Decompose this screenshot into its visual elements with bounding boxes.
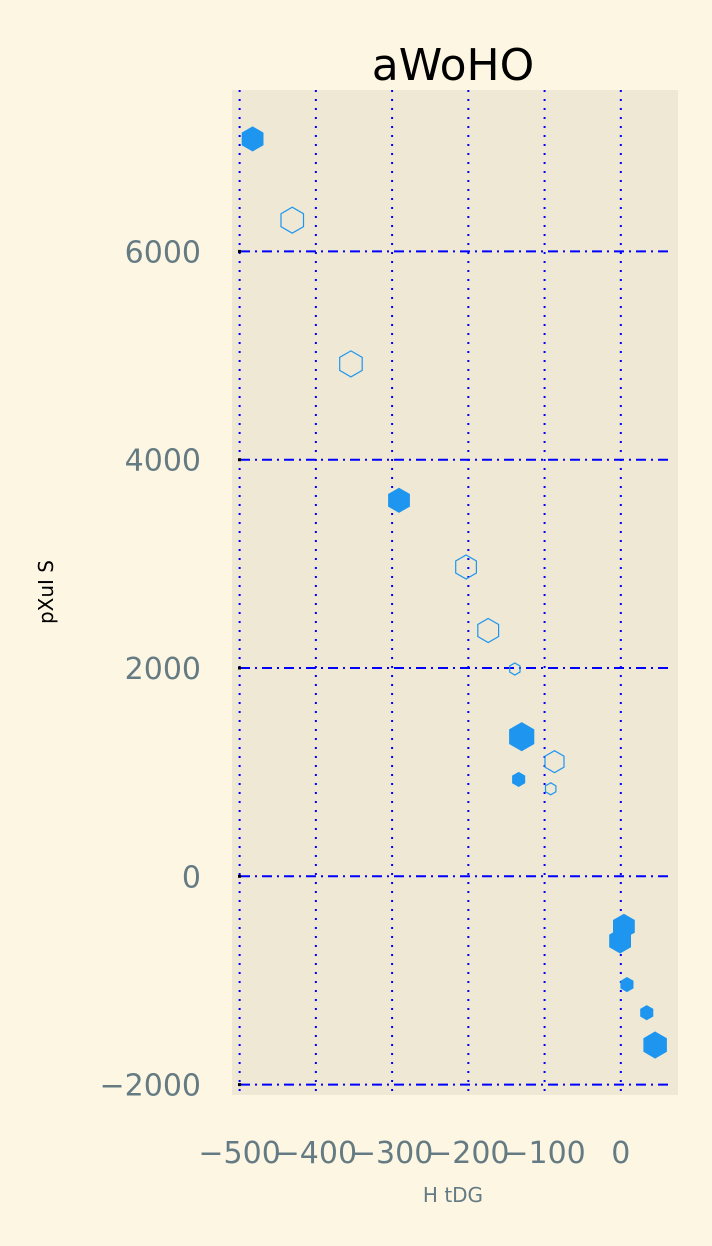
y-tick-label: 4000 <box>125 444 201 479</box>
y-tick-label: −2000 <box>100 1069 201 1104</box>
y-axis-ticks: −2000 0 2000 4000 6000 <box>100 235 241 1104</box>
plot-area <box>232 90 678 1095</box>
y-tick-label: 2000 <box>125 652 201 687</box>
y-tick-mark <box>238 666 241 670</box>
y-axis-label: pXuI S <box>34 560 58 624</box>
chart-title: aWoHO <box>372 40 535 91</box>
data-point <box>620 977 634 993</box>
data-point <box>455 554 477 580</box>
data-point <box>241 126 264 152</box>
data-point <box>643 1031 667 1059</box>
x-tick-label: 0 <box>611 1136 630 1171</box>
y-tick-mark <box>238 458 241 462</box>
x-tick-label: −100 <box>503 1136 585 1171</box>
data-point <box>339 350 363 378</box>
y-tick-label: 0 <box>182 860 201 895</box>
data-point <box>509 722 535 752</box>
data-point <box>477 617 500 644</box>
x-axis-ticks: −500−400−300−200−100 0 <box>198 1136 630 1171</box>
data-point <box>640 1005 654 1021</box>
x-tick-label: −500 <box>198 1136 280 1171</box>
x-axis-label: H tDG <box>423 1183 483 1207</box>
data-point <box>544 750 565 774</box>
data-point <box>544 782 557 796</box>
y-tick-mark <box>238 249 241 253</box>
x-tick-label: −200 <box>427 1136 509 1171</box>
y-tick-label: 6000 <box>125 235 201 270</box>
data-point <box>509 662 521 676</box>
data-points <box>241 126 667 1059</box>
data-point <box>609 928 631 954</box>
data-point <box>388 487 410 513</box>
x-tick-label: −300 <box>351 1136 433 1171</box>
y-tick-mark <box>238 874 241 878</box>
data-point <box>280 206 305 234</box>
x-tick-label: −400 <box>275 1136 357 1171</box>
y-tick-mark <box>238 1083 241 1087</box>
data-point <box>512 771 526 787</box>
